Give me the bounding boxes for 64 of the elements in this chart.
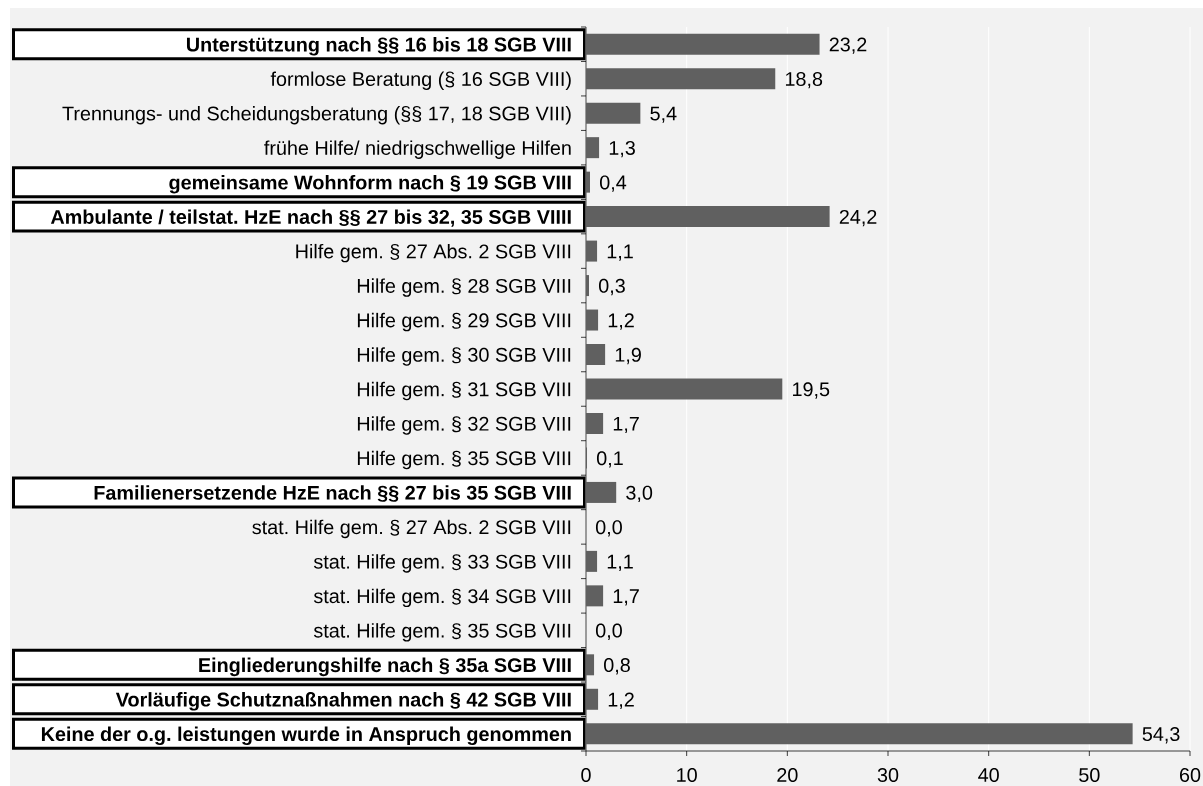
y-tick-label: formlose Beratung (§ 16 SGB VIII) [270, 71, 571, 90]
x-tick-label: 10 [677, 768, 697, 783]
data-label: 19,5 [793, 382, 830, 399]
bar [586, 481, 617, 503]
data-label: 3,0 [626, 485, 653, 503]
y-tick-label: Familienersetzende HzE nach §§ 27 bis 35 SGB VIII [94, 485, 571, 502]
bar [586, 344, 606, 366]
bar [586, 654, 595, 676]
bar [586, 240, 598, 262]
data-label: 0,4 [599, 175, 627, 192]
y-tick-label: gemeinsame Wohnform nach § 19 SGB VIII [169, 174, 571, 194]
data-label: 18,8 [785, 71, 823, 89]
x-tick-label: 60 [1179, 768, 1201, 783]
y-tick-label: Hilfe gem. § 30 SGB VIII [357, 347, 571, 366]
x-tick-label: 30 [877, 768, 899, 783]
y-tick-label: stat. Hilfe gem. § 34 SGB VIII [313, 588, 571, 608]
bar [586, 550, 598, 572]
data-label: 1,9 [615, 347, 641, 365]
x-tick-label: 50 [1079, 768, 1100, 783]
y-tick-label: Trennungs- und Scheidungsberatung (§§ 17, 18 SGB VIII) [62, 105, 571, 125]
data-label: 0,1 [596, 451, 623, 468]
data-label: 1,1 [607, 244, 633, 261]
y-tick-label: frühe Hilfe/ niedrigschwellige Hilfen [264, 140, 571, 159]
data-label: 0,8 [604, 658, 630, 675]
x-tick-label: 20 [777, 768, 798, 783]
y-tick-label: Eingliederungshilfe nach § 35a SGB VIII [199, 657, 571, 677]
data-label: 24,2 [839, 209, 877, 227]
y-tick-label: Hilfe gem. § 27 Abs. 2 SGB VIII [296, 243, 571, 263]
y-tick-label: Vorläufige Schutznaßnahmen nach § 42 SGB VIII [115, 692, 571, 711]
bar [586, 68, 776, 90]
bar [586, 275, 590, 297]
bar [586, 585, 604, 607]
data-label: 1,7 [613, 416, 639, 434]
y-tick-label: Ambulante / teilstat. HzE nach §§ 27 bis 32, 35 SGB VIIII [50, 209, 571, 227]
y-tick-label: Hilfe gem. § 28 SGB VIII [357, 278, 571, 297]
bar [586, 688, 599, 710]
y-tick-label: Hilfe gem. § 35 SGB VIII [357, 450, 571, 470]
data-label: 23,2 [829, 37, 867, 54]
y-tick-label: Keine der o.g. leistungen wurde in Anspruch genommen [41, 726, 571, 746]
data-label: 1,1 [607, 554, 633, 572]
y-tick-label: stat. Hilfe gem. § 27 Abs. 2 SGB VIII [252, 519, 571, 539]
data-label: 1,7 [613, 589, 639, 606]
bar [586, 378, 783, 400]
data-label: 54,3 [1142, 727, 1180, 744]
bar [586, 137, 600, 159]
x-tick-label: 40 [978, 768, 999, 783]
y-tick-label: Hilfe gem. § 32 SGB VIII [357, 416, 571, 435]
x-tick-label: 0 [581, 768, 591, 783]
data-label: 1,3 [609, 140, 635, 158]
y-tick-label: Hilfe gem. § 29 SGB VIII [357, 312, 571, 332]
bar [586, 102, 641, 124]
y-tick-label: stat. Hilfe gem. § 35 SGB VIII [313, 623, 571, 642]
bar [586, 171, 591, 193]
y-tick-label: Hilfe gem. § 31 SGB VIII [357, 381, 571, 401]
bar [586, 309, 599, 331]
data-label: 1,2 [608, 692, 634, 709]
data-label: 0,3 [598, 278, 625, 296]
data-label: 1,2 [608, 313, 634, 330]
data-label: 0,0 [595, 520, 622, 537]
data-label: 5,4 [650, 106, 677, 123]
data-label: 0,0 [595, 623, 622, 640]
y-tick-label: Unterstützung nach §§ 16 bis 18 SGB VIII [186, 37, 571, 56]
bar [586, 412, 604, 434]
y-tick-label: stat. Hilfe gem. § 33 SGB VIII [313, 554, 571, 573]
